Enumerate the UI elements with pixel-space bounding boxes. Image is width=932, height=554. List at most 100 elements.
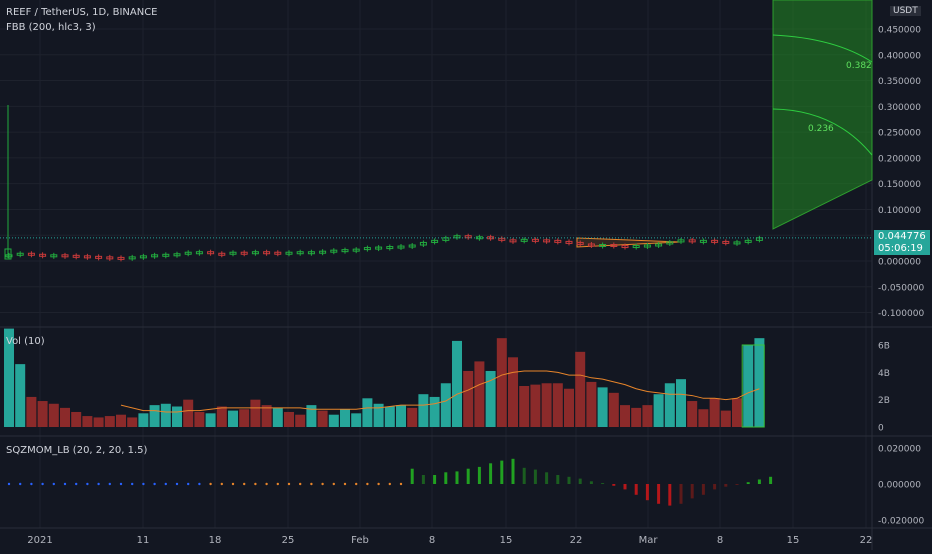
candle-body <box>442 237 450 241</box>
candle-body <box>27 252 35 256</box>
volume-bar <box>608 392 619 427</box>
candle-body <box>173 253 181 257</box>
volume-axis-tick: 6B <box>878 342 890 352</box>
volume-ma-line <box>120 370 760 413</box>
squeeze-dot <box>209 482 212 486</box>
volume-bar <box>440 383 451 427</box>
squeeze-bar <box>545 472 549 484</box>
volume-bar <box>575 351 586 427</box>
candle-body <box>83 255 91 259</box>
squeeze-bar <box>500 460 504 484</box>
time-axis-tick: 8 <box>429 535 435 546</box>
candle-body <box>610 244 618 248</box>
volume-bar <box>698 409 709 427</box>
price-axis-tick: 0.250000 <box>878 129 921 139</box>
volume-axis-tick: 0 <box>878 424 884 434</box>
volume-bar <box>384 406 395 427</box>
squeeze-dot <box>142 482 145 486</box>
fib-arc-0382 <box>772 34 873 63</box>
candle-body <box>744 239 752 243</box>
squeeze-dot <box>399 482 403 486</box>
volume-bar <box>720 410 731 427</box>
squeeze-bar <box>757 479 761 484</box>
squeeze-dot <box>198 482 201 486</box>
fib-label-0382: 0.382 <box>846 61 872 71</box>
currency-label[interactable]: USDT <box>890 6 921 16</box>
candle-body <box>722 240 730 244</box>
candle-body <box>128 256 136 260</box>
volume-bar <box>149 405 160 427</box>
volume-bar <box>407 407 418 427</box>
candle-body <box>363 247 371 251</box>
volume-bar <box>687 401 698 427</box>
candle-body <box>39 253 47 257</box>
candle-body <box>218 252 226 256</box>
volume-bar <box>116 414 126 427</box>
candle-body <box>431 239 439 243</box>
squeeze-dot <box>254 482 257 486</box>
squeeze-dot <box>119 482 123 486</box>
squeeze-dot <box>187 482 190 486</box>
squeeze-dot <box>243 482 246 486</box>
volume-bar <box>272 407 283 427</box>
candle-body <box>509 239 517 243</box>
squeeze-bar <box>410 468 414 484</box>
volume-bar <box>373 403 384 427</box>
squeeze-dot <box>366 482 369 486</box>
candle-body <box>263 251 271 255</box>
volume-bar <box>306 405 317 427</box>
candle-body <box>95 255 103 259</box>
volume-bar <box>709 398 720 427</box>
volume-bar <box>295 414 306 427</box>
squeeze-dot <box>52 482 55 486</box>
squeeze-label[interactable]: SQZMOM_LB (20, 2, 20, 1.5) <box>6 445 148 456</box>
volume-label[interactable]: Vol (10) <box>6 336 45 347</box>
fib-label-0236: 0.236 <box>808 124 834 134</box>
price-axis-tick: 0.300000 <box>878 103 921 113</box>
volume-bar <box>93 417 104 427</box>
volume-bar <box>127 417 138 427</box>
volume-bar <box>496 338 507 427</box>
squeeze-dot <box>153 482 156 486</box>
volume-bar <box>362 398 373 427</box>
squeeze-dot <box>41 482 44 486</box>
squeeze-dot <box>30 482 33 486</box>
squeeze-bar <box>556 475 560 484</box>
fib-arc-0236 <box>772 108 873 156</box>
candle-body <box>453 235 461 239</box>
volume-bar <box>530 384 541 427</box>
volume-bar <box>631 407 642 427</box>
squeeze-dot <box>332 482 335 486</box>
candle-body <box>397 245 405 249</box>
squeeze-bar <box>455 471 459 484</box>
volume-bar <box>519 386 530 427</box>
candle-body <box>50 254 58 258</box>
squeeze-bar <box>489 463 493 484</box>
symbol-title[interactable]: REEF / TetherUS, 1D, BINANCE <box>6 7 158 18</box>
candle-body <box>632 245 640 249</box>
volume-highlight-box <box>741 344 765 428</box>
squeeze-dot <box>75 482 78 486</box>
candle-body <box>162 253 170 257</box>
indicator-fbb-label[interactable]: FBB (200, hlc3, 3) <box>6 22 96 33</box>
squeeze-bar <box>746 482 750 484</box>
candle-body <box>655 243 663 247</box>
volume-bar <box>239 409 250 427</box>
price-axis-tick: 0.150000 <box>878 180 921 190</box>
time-axis-tick: 18 <box>209 535 222 546</box>
candle-body <box>5 254 13 258</box>
candle-body <box>285 251 293 255</box>
volume-bar <box>172 406 182 427</box>
candle-body <box>643 244 651 248</box>
volume-bar <box>37 401 48 427</box>
time-axis-tick: 22 <box>570 535 583 546</box>
volume-bar <box>732 398 742 427</box>
squeeze-bar <box>634 484 638 495</box>
volume-bar <box>340 409 350 427</box>
candle-body <box>576 241 584 245</box>
volume-bar <box>194 411 205 427</box>
price-axis-tick: 0.450000 <box>878 26 921 36</box>
squeeze-dot <box>321 482 324 486</box>
volume-bar <box>71 411 82 427</box>
